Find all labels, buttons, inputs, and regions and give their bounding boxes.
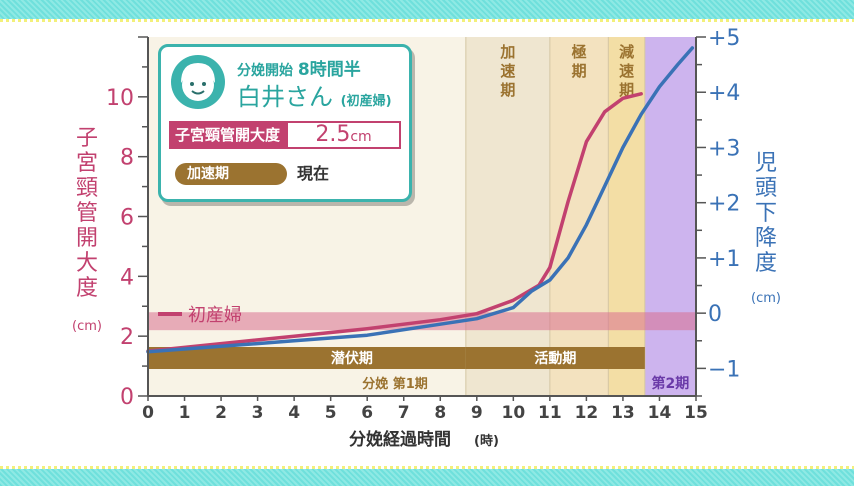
- y-left-label-char: 宮: [76, 151, 98, 176]
- x-axis-label: 分娩経過時間: [349, 429, 451, 450]
- y-right-label-char: 度: [755, 251, 777, 276]
- top-stripe: [0, 0, 854, 22]
- y-left-label-char: 頸: [76, 176, 98, 201]
- region-label-char: 期: [572, 62, 587, 80]
- patient-card: 分娩開始 8時間半 白井さん (初産婦) 子宮頸管開大度 2.5cm 加速期 現…: [158, 44, 412, 202]
- x-tick-label: 8: [434, 403, 446, 423]
- dilation-value: 2.5cm: [286, 121, 401, 149]
- y-right-tick-label: +2: [708, 192, 740, 217]
- region-0: [465, 37, 550, 396]
- y-left-label-char: 管: [76, 201, 98, 226]
- y-left-tick-label: 8: [120, 146, 134, 171]
- region-label-char: 極: [571, 43, 587, 61]
- patient-name: 白井さん (初産婦): [237, 83, 392, 111]
- phase-bar-1: [465, 347, 645, 369]
- y-right-unit: (cm): [751, 291, 781, 306]
- x-tick-label: 12: [575, 403, 599, 423]
- region-label-char: 速: [500, 62, 515, 80]
- labor-duration: 分娩開始 8時間半: [237, 60, 361, 80]
- region-label-char: 減: [619, 43, 634, 61]
- avatar-icon: [171, 55, 225, 109]
- y-left-label-char: 度: [76, 276, 98, 301]
- x-axis-unit: (時): [474, 433, 499, 449]
- region-3: [644, 37, 696, 396]
- y-left-tick-label: 4: [120, 265, 134, 290]
- x-tick-label: 6: [361, 403, 373, 423]
- stage1-label: 分娩 第1期: [362, 376, 428, 392]
- y-left-unit: (cm): [72, 319, 102, 334]
- series-line-0: [146, 92, 643, 353]
- phase-badge: 加速期: [175, 163, 287, 185]
- y-left-tick-label: 0: [120, 385, 134, 410]
- y-right-label-char: 降: [755, 226, 777, 251]
- x-tick-label: 11: [538, 403, 562, 423]
- region-label-char: 期: [500, 81, 515, 99]
- region-1: [549, 37, 609, 396]
- region-label-char: 加: [499, 43, 515, 61]
- legend-entry: 初産婦: [188, 305, 242, 326]
- y-right-tick-label: −1: [708, 357, 740, 382]
- x-tick-label: 5: [325, 403, 337, 423]
- y-right-label-char: 頭: [755, 176, 777, 201]
- x-tick-label: 7: [398, 403, 410, 423]
- y-left-tick-label: 2: [120, 325, 134, 350]
- y-left-label-char: 子: [76, 126, 98, 151]
- y-right-tick-label: +5: [708, 26, 740, 51]
- now-label: 現在: [297, 164, 330, 183]
- x-tick-label: 1: [179, 403, 191, 423]
- x-tick-label: 3: [252, 403, 264, 423]
- bottom-stripe: [0, 466, 854, 486]
- y-right-label-char: 児: [755, 151, 777, 176]
- region-label-stage2: 第2期: [652, 375, 690, 392]
- phase-bar-label: 潜伏期: [331, 350, 373, 367]
- region-label-char: 速: [619, 62, 634, 80]
- y-left-tick-label: 6: [120, 206, 134, 231]
- x-tick-label: 2: [215, 403, 227, 423]
- x-tick-label: 10: [501, 403, 525, 423]
- x-tick-label: 4: [288, 403, 300, 423]
- y-right-tick-label: 0: [708, 302, 722, 327]
- dilation-row: 子宮頸管開大度 2.5cm: [169, 121, 401, 149]
- y-right-tick-label: +3: [708, 136, 740, 161]
- phase-bar-label: 活動期: [534, 350, 576, 367]
- y-right-tick-label: +1: [708, 247, 740, 272]
- series-line-1: [146, 46, 695, 354]
- y-right-label-char: 下: [755, 201, 777, 226]
- y-left-label-char: 大: [76, 251, 98, 276]
- x-tick-label: 15: [684, 403, 708, 423]
- y-right-tick-label: +4: [708, 81, 740, 106]
- x-tick-label: 14: [648, 403, 672, 423]
- dilation-label: 子宮頸管開大度: [169, 121, 287, 149]
- x-tick-label: 13: [611, 403, 635, 423]
- phase-bar-0: [148, 347, 466, 369]
- x-tick-label: 0: [142, 403, 154, 423]
- y-left-tick-label: 10: [106, 86, 134, 111]
- region-label-char: 期: [619, 81, 634, 99]
- x-tick-label: 9: [471, 403, 483, 423]
- y-left-label-char: 開: [76, 226, 98, 251]
